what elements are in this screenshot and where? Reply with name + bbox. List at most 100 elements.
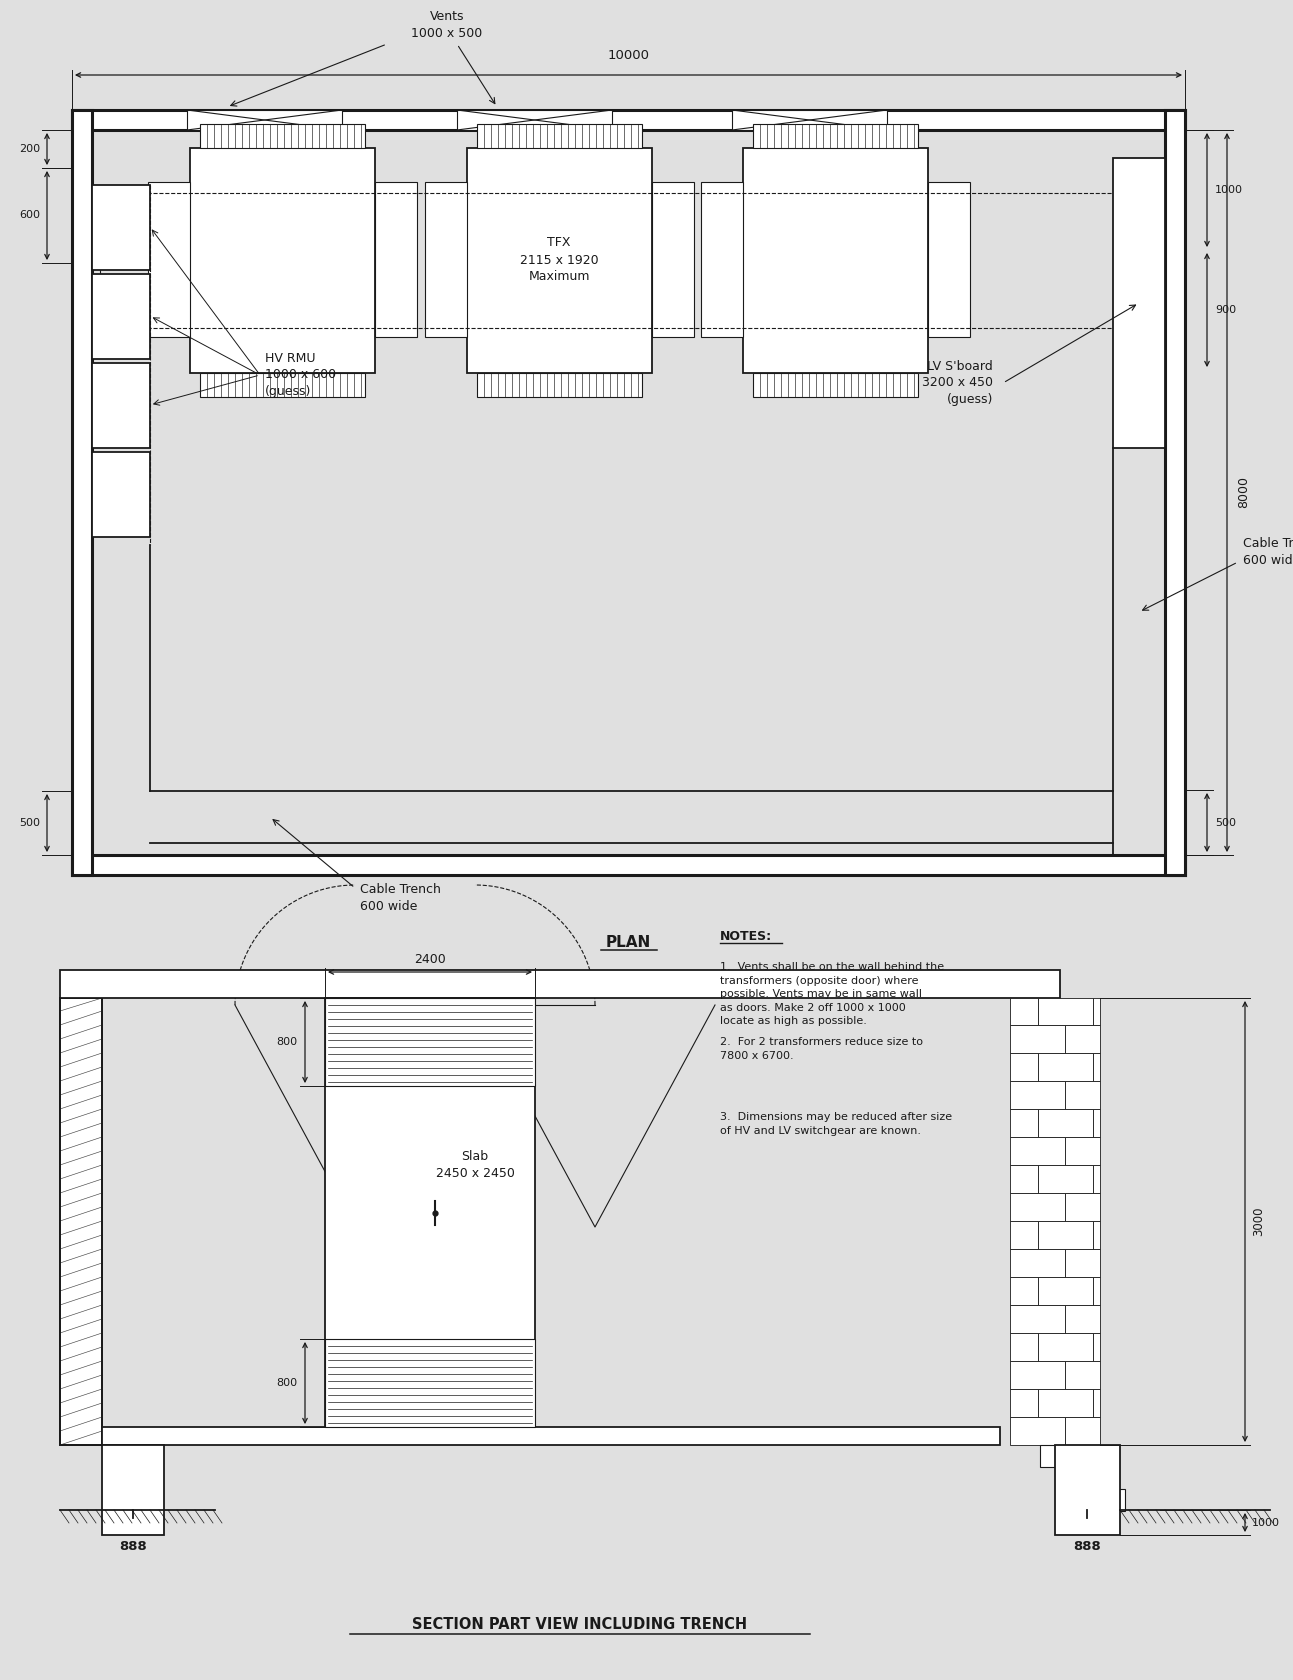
Bar	[1093, 1221, 1100, 1248]
Bar	[1065, 1080, 1100, 1109]
Text: 200: 200	[19, 144, 40, 155]
Text: 500: 500	[1215, 818, 1236, 828]
Bar	[1038, 1164, 1093, 1193]
Bar	[743, 148, 928, 373]
Text: Slab
2450 x 2450: Slab 2450 x 2450	[436, 1151, 515, 1179]
Bar	[1010, 1053, 1038, 1080]
Bar	[1065, 1193, 1100, 1221]
Text: 600: 600	[19, 210, 40, 220]
Bar	[1010, 1025, 1065, 1053]
Text: HV RMU
1000 x 600
(guess): HV RMU 1000 x 600 (guess)	[265, 351, 336, 398]
Bar	[467, 148, 652, 373]
Bar	[1038, 1389, 1093, 1416]
Bar	[1093, 1109, 1100, 1137]
Bar	[1065, 1025, 1100, 1053]
Bar	[325, 1339, 535, 1426]
Bar	[1010, 1164, 1038, 1193]
Bar	[92, 452, 150, 538]
Bar	[701, 181, 743, 338]
Text: TFX
2115 x 1920
Maximum: TFX 2115 x 1920 Maximum	[520, 237, 599, 284]
Bar	[59, 998, 102, 1445]
Bar	[190, 148, 375, 373]
Bar	[1010, 1137, 1065, 1164]
Bar	[1010, 1361, 1065, 1389]
Bar	[753, 373, 918, 396]
Bar	[200, 124, 365, 148]
Text: Cable Trench
600 wide: Cable Trench 600 wide	[1243, 538, 1293, 566]
Bar	[1010, 1193, 1065, 1221]
Bar	[1010, 1277, 1038, 1305]
Bar	[1010, 1080, 1065, 1109]
Bar	[92, 185, 150, 270]
Bar	[1093, 1164, 1100, 1193]
Bar	[1010, 1221, 1038, 1248]
Bar	[928, 181, 970, 338]
Text: 1000: 1000	[1215, 185, 1243, 195]
Text: 10000: 10000	[608, 49, 649, 62]
Text: 900: 900	[1215, 306, 1236, 314]
Text: 1.  Vents shall be on the wall behind the
transformers (opposite door) where
pos: 1. Vents shall be on the wall behind the…	[720, 963, 944, 1026]
Bar	[1010, 1248, 1065, 1277]
Bar	[1065, 1248, 1100, 1277]
Bar	[147, 181, 190, 338]
Text: PLAN: PLAN	[606, 936, 652, 949]
Bar	[72, 855, 1184, 875]
Bar	[1065, 1361, 1100, 1389]
Bar	[59, 998, 102, 1445]
Bar	[753, 124, 918, 148]
Bar	[477, 373, 643, 396]
Bar	[1010, 1332, 1038, 1361]
Bar	[72, 109, 1184, 129]
Bar	[1065, 1467, 1106, 1488]
Bar	[1093, 1332, 1100, 1361]
Bar	[652, 181, 694, 338]
Text: 1000: 1000	[1252, 1517, 1280, 1527]
Bar	[1165, 109, 1184, 875]
Bar	[200, 373, 365, 396]
Bar	[375, 181, 418, 338]
Bar	[1093, 998, 1100, 1025]
Bar	[1038, 998, 1093, 1025]
Text: Cable Trench
600 wide: Cable Trench 600 wide	[359, 884, 441, 912]
Bar	[1038, 1332, 1093, 1361]
Bar	[92, 274, 150, 360]
Bar	[1065, 1137, 1100, 1164]
Text: LV S'board
3200 x 450
(guess): LV S'board 3200 x 450 (guess)	[922, 360, 993, 407]
Bar	[1065, 1305, 1100, 1332]
Bar	[102, 1445, 164, 1536]
Bar	[1038, 1221, 1093, 1248]
Text: NOTES:: NOTES:	[720, 931, 772, 942]
Bar	[72, 109, 92, 875]
Bar	[1010, 1109, 1038, 1137]
Text: 2.  For 2 transformers reduce size to
7800 x 6700.: 2. For 2 transformers reduce size to 780…	[720, 1037, 923, 1060]
Text: 8000: 8000	[1237, 477, 1250, 509]
Bar	[1093, 1389, 1100, 1416]
Text: Vents
1000 x 500: Vents 1000 x 500	[411, 10, 482, 40]
Bar	[325, 998, 535, 1085]
Bar	[1113, 158, 1165, 449]
Bar	[1093, 1053, 1100, 1080]
Bar	[1010, 1305, 1065, 1332]
Bar	[1065, 1416, 1100, 1445]
Bar	[1038, 1053, 1093, 1080]
Bar	[1093, 1277, 1100, 1305]
Bar	[1090, 1488, 1125, 1510]
Bar	[477, 124, 643, 148]
Bar	[1040, 1445, 1090, 1467]
Bar	[1010, 1389, 1038, 1416]
Bar	[1010, 1416, 1065, 1445]
Text: 500: 500	[19, 818, 40, 828]
Bar	[59, 969, 1060, 998]
Text: 888: 888	[1073, 1541, 1100, 1552]
Bar	[732, 109, 887, 129]
Text: 3000: 3000	[1252, 1206, 1265, 1236]
Bar	[1038, 1277, 1093, 1305]
Text: 888: 888	[119, 1541, 147, 1552]
Bar	[102, 1426, 999, 1445]
Bar	[456, 109, 612, 129]
Text: 800: 800	[275, 1378, 297, 1388]
Bar	[325, 998, 535, 1426]
Bar	[92, 363, 150, 449]
Bar	[1010, 998, 1038, 1025]
Text: 800: 800	[275, 1037, 297, 1047]
